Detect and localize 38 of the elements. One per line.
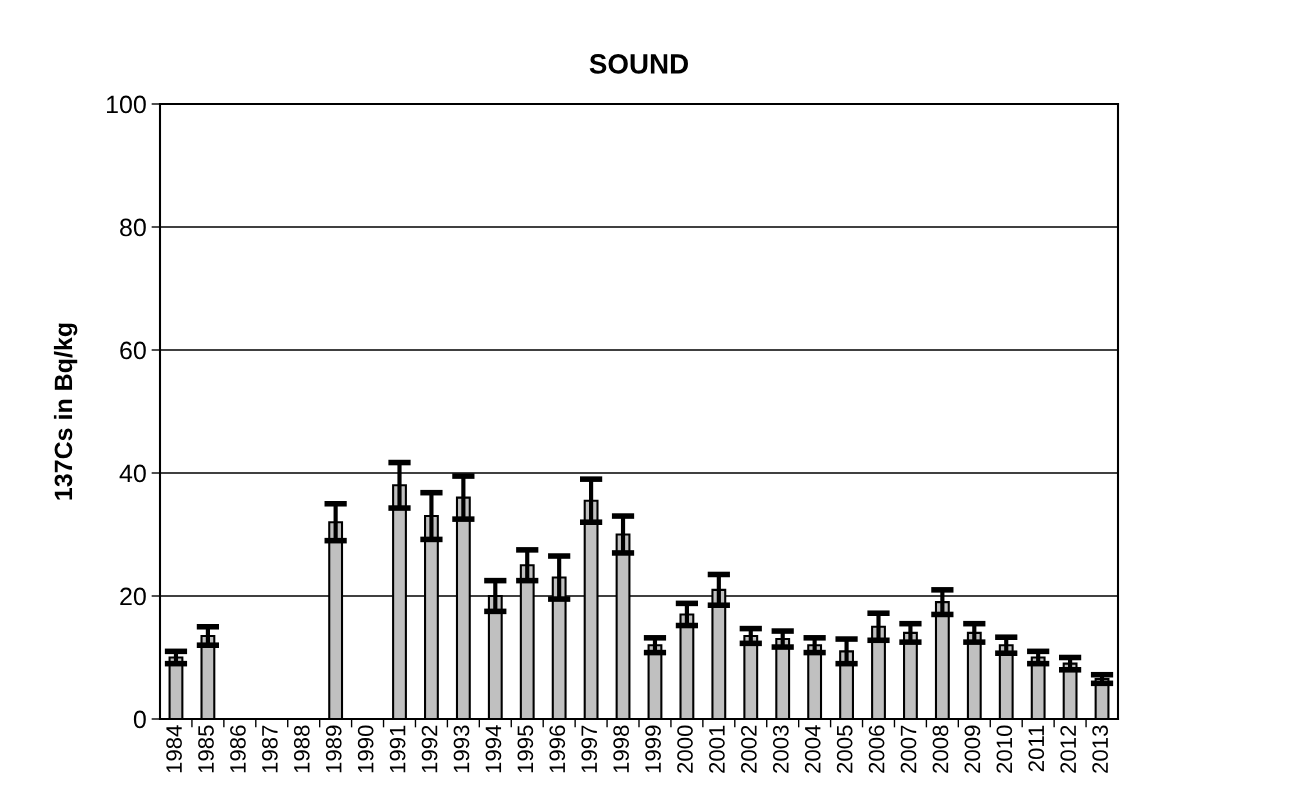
- y-tick-label: 80: [120, 218, 146, 237]
- x-tick-label: 1991: [389, 725, 406, 773]
- chart-title: SOUND: [589, 54, 688, 74]
- x-tick-label: 2012: [1060, 725, 1077, 773]
- x-tick-label: 1989: [325, 725, 342, 773]
- y-tick-label: 40: [119, 464, 146, 483]
- x-tick-label: 1999: [645, 725, 661, 773]
- x-tick-label: 2010: [996, 725, 1013, 773]
- x-tick-label: 1985: [198, 725, 214, 773]
- x-tick-label: 2000: [677, 725, 693, 773]
- x-tick-label: 1987: [262, 725, 278, 773]
- y-tick-label: 100: [107, 95, 146, 114]
- x-tick-label: 2013: [1092, 725, 1108, 773]
- x-tick-label: 2002: [741, 725, 757, 773]
- y-tick-label: 0: [133, 710, 146, 729]
- x-tick-label: 2007: [900, 725, 917, 773]
- x-tick-label: 1997: [581, 725, 598, 773]
- x-tick-label: 2008: [932, 725, 949, 773]
- x-tick-label: 1993: [453, 725, 470, 773]
- x-tick-label: 1992: [421, 725, 438, 773]
- x-tick-label: 2001: [709, 725, 725, 773]
- x-tick-label: 1994: [485, 725, 502, 773]
- x-tick-label: 2011: [1028, 725, 1045, 772]
- x-tick-label: 1986: [230, 725, 246, 773]
- x-tick-label: 1988: [293, 725, 310, 773]
- x-tick-label: 2006: [868, 725, 885, 773]
- x-tick-label: 2004: [804, 725, 821, 773]
- x-tick-label: 2005: [836, 725, 853, 773]
- y-tick-label: 20: [120, 587, 146, 606]
- x-tick-label: 1990: [357, 725, 374, 773]
- x-tick-label: 2009: [964, 725, 981, 773]
- x-tick-label: 1996: [549, 725, 566, 773]
- x-tick-label: 1984: [166, 725, 182, 773]
- y-tick-label: 60: [120, 341, 146, 360]
- x-tick-label: 1998: [613, 725, 629, 773]
- x-tick-label: 2003: [772, 725, 789, 773]
- x-tick-label: 1995: [517, 725, 534, 773]
- y-axis-title: 137Cs in Bq/kg: [53, 323, 78, 500]
